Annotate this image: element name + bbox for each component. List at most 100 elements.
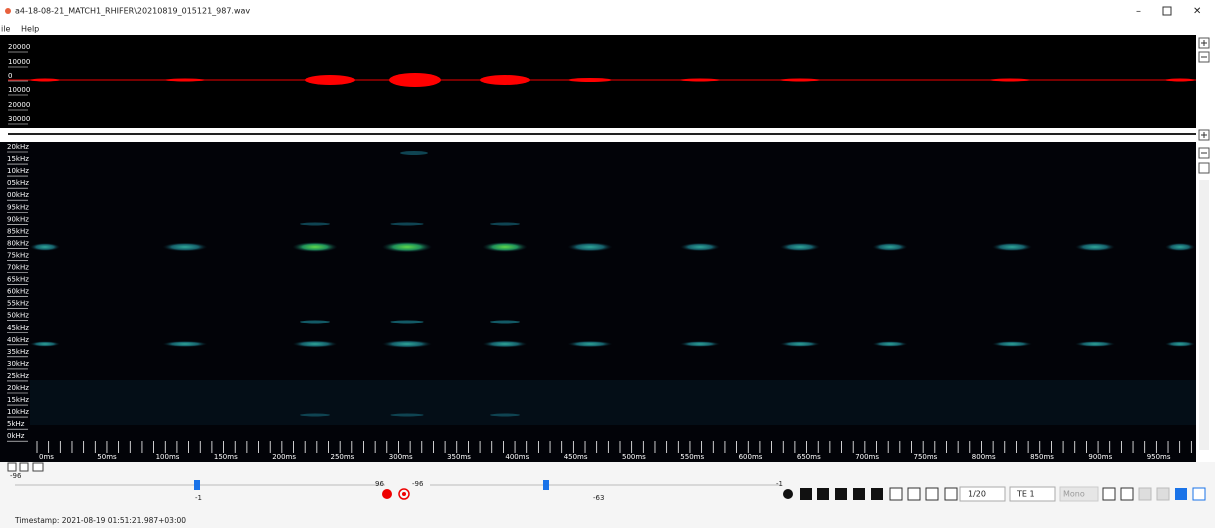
frequency-label: 0kHz bbox=[7, 432, 25, 440]
call-low bbox=[390, 414, 423, 417]
time-label: 850ms bbox=[1030, 453, 1054, 461]
gain-slider-thumb[interactable] bbox=[194, 480, 200, 490]
frequency-label: 25kHz bbox=[7, 372, 29, 380]
time-label: 700ms bbox=[855, 453, 879, 461]
frequency-label: 30kHz bbox=[7, 360, 29, 368]
call-overtone bbox=[490, 223, 520, 226]
frequency-label: 85kHz bbox=[7, 227, 29, 235]
channel-select[interactable]: TE 1 bbox=[1016, 490, 1035, 499]
time-label: 600ms bbox=[739, 453, 763, 461]
slider-value: -1 bbox=[195, 494, 202, 502]
call-harmonic bbox=[483, 341, 528, 348]
call-fundamental bbox=[163, 243, 208, 252]
call-fundamental bbox=[1165, 243, 1195, 251]
call-fundamental bbox=[680, 243, 720, 251]
call-overtone bbox=[400, 151, 428, 155]
minimize-button[interactable]: – bbox=[1136, 6, 1141, 17]
time-label: 500ms bbox=[622, 453, 646, 461]
time-label: 450ms bbox=[564, 453, 588, 461]
frequency-label: 15kHz bbox=[7, 155, 29, 163]
frequency-label: 20kHz bbox=[7, 384, 29, 392]
time-label: 650ms bbox=[797, 453, 821, 461]
call-fundamental bbox=[483, 242, 528, 252]
call-harmonic bbox=[382, 340, 432, 348]
waveform-label-strip bbox=[0, 35, 8, 128]
call-harmonic bbox=[992, 341, 1032, 347]
time-label: 350ms bbox=[447, 453, 471, 461]
call-overtone bbox=[490, 321, 520, 324]
call-overtone bbox=[390, 321, 423, 324]
frequency-label: 10kHz bbox=[7, 408, 29, 416]
slider-value: -63 bbox=[593, 494, 604, 502]
call-low bbox=[490, 414, 520, 417]
time-label: 250ms bbox=[331, 453, 355, 461]
menu-item[interactable]: ile bbox=[1, 25, 10, 34]
call-overtone bbox=[390, 223, 423, 226]
close-button[interactable]: ✕ bbox=[1193, 6, 1201, 17]
call-harmonic bbox=[293, 341, 338, 348]
page-select[interactable]: 1/20 bbox=[968, 490, 986, 499]
call-fundamental bbox=[382, 242, 432, 253]
frequency-label: 50kHz bbox=[7, 312, 29, 320]
call-fundamental bbox=[30, 243, 60, 251]
call-fundamental bbox=[1075, 243, 1115, 251]
app-icon bbox=[5, 8, 11, 14]
frequency-label: 5kHz bbox=[7, 420, 25, 428]
slider-max: 96 bbox=[375, 480, 384, 488]
menu-item[interactable]: Help bbox=[21, 25, 39, 34]
time-label: 950ms bbox=[1147, 453, 1171, 461]
time-label: 800ms bbox=[972, 453, 996, 461]
call-fundamental bbox=[992, 243, 1032, 251]
time-label: 50ms bbox=[97, 453, 117, 461]
frequency-label: 10kHz bbox=[7, 167, 29, 175]
frequency-label: 60kHz bbox=[7, 288, 29, 296]
call-fundamental bbox=[780, 243, 820, 251]
frequency-label: 65kHz bbox=[7, 276, 29, 284]
frequency-label: 20kHz bbox=[7, 143, 29, 151]
time-label: 150ms bbox=[214, 453, 238, 461]
frequency-label: 35kHz bbox=[7, 348, 29, 356]
frequency-label: 05kHz bbox=[7, 179, 29, 187]
call-fundamental bbox=[293, 242, 338, 252]
record-button[interactable] bbox=[382, 489, 392, 499]
slider-max: -1 bbox=[776, 480, 783, 488]
call-harmonic bbox=[873, 341, 908, 347]
mode-select[interactable]: Mono bbox=[1063, 490, 1085, 499]
time-label: 550ms bbox=[680, 453, 704, 461]
call-fundamental bbox=[873, 243, 908, 251]
toolbar[interactable] bbox=[783, 487, 1205, 501]
amplitude-label: 20000 bbox=[8, 43, 30, 51]
frequency-label: 70kHz bbox=[7, 264, 29, 272]
app-window: a4-18-08-21_MATCH1_RHIFER\20210819_01512… bbox=[0, 0, 1215, 528]
trigger-dot bbox=[402, 492, 406, 496]
amplitude-label: 0 bbox=[8, 72, 12, 80]
time-label: 400ms bbox=[505, 453, 529, 461]
time-label: 750ms bbox=[914, 453, 938, 461]
menu-bar: ile Help bbox=[1, 25, 39, 34]
frequency-label: 75kHz bbox=[7, 251, 29, 259]
call-harmonic bbox=[30, 341, 60, 347]
threshold-slider-thumb[interactable] bbox=[543, 480, 549, 490]
call-overtone bbox=[300, 321, 330, 324]
call-harmonic bbox=[163, 341, 208, 347]
frequency-label: 00kHz bbox=[7, 191, 29, 199]
frequency-label: 45kHz bbox=[7, 324, 29, 332]
frequency-label: 95kHz bbox=[7, 203, 29, 211]
call-overtone bbox=[300, 223, 330, 226]
time-label: 900ms bbox=[1088, 453, 1112, 461]
slider-min: -96 bbox=[10, 472, 22, 480]
call-harmonic bbox=[568, 341, 613, 347]
frequency-label: 40kHz bbox=[7, 336, 29, 344]
amplitude-label: 20000 bbox=[8, 101, 30, 109]
amplitude-label: 30000 bbox=[8, 115, 30, 123]
view-buttons[interactable] bbox=[8, 463, 43, 471]
time-label: 100ms bbox=[156, 453, 180, 461]
amplitude-label: 10000 bbox=[8, 58, 30, 66]
call-low bbox=[300, 414, 330, 417]
frequency-label: 80kHz bbox=[7, 239, 29, 247]
call-fundamental bbox=[568, 242, 613, 251]
frequency-label: 90kHz bbox=[7, 215, 29, 223]
time-label: 0ms bbox=[39, 453, 54, 461]
call-harmonic bbox=[780, 341, 820, 347]
vertical-scrollbar[interactable] bbox=[1199, 180, 1209, 450]
